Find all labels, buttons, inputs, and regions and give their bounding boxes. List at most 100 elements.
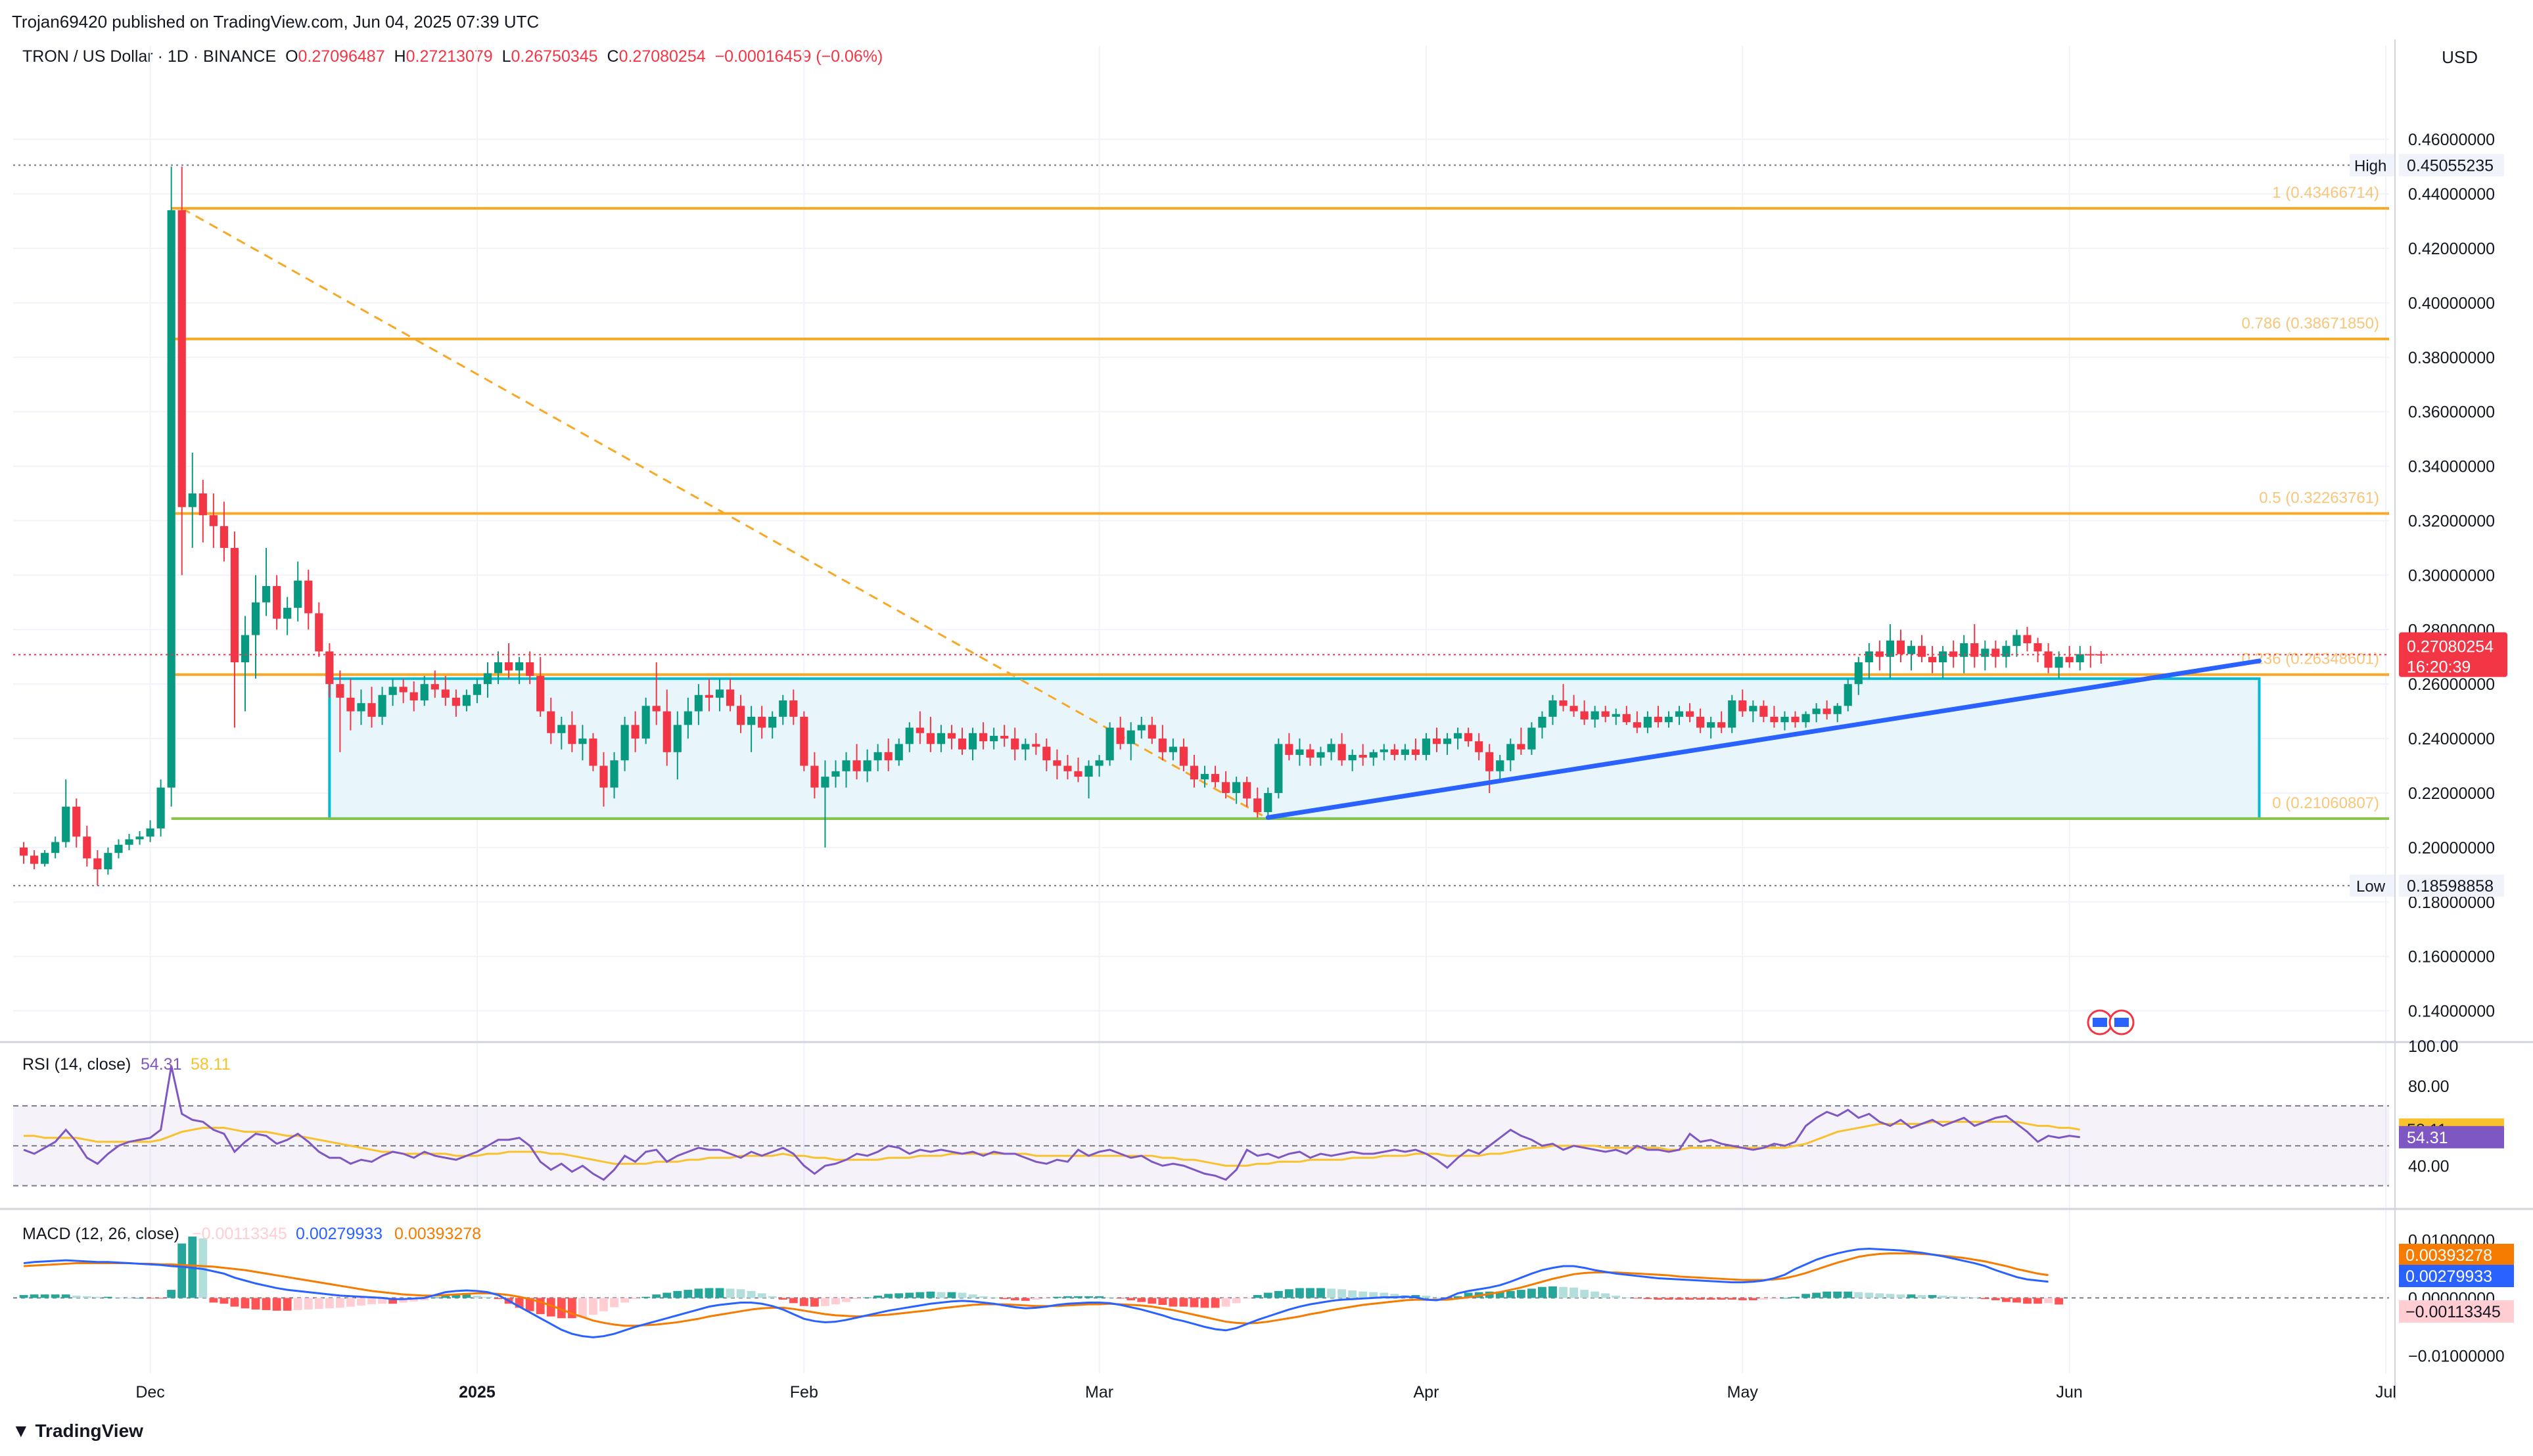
rsi-title: RSI (14, close) — [22, 1055, 131, 1074]
price-axis-tick: 0.16000000 — [2408, 948, 2495, 967]
candle-body — [2002, 646, 2010, 657]
us-flag-field — [2114, 1018, 2129, 1027]
macd-histogram-bar — [1021, 1298, 1030, 1301]
macd-histogram-bar — [958, 1292, 967, 1298]
macd-histogram-bar — [705, 1288, 714, 1298]
macd-histogram-bar — [1148, 1298, 1157, 1304]
candle-body — [336, 684, 344, 698]
candle-body — [220, 526, 228, 548]
candle-body — [1222, 782, 1230, 793]
candle-body — [1011, 739, 1019, 750]
tradingview-logo: ▼ TradingView — [12, 1421, 143, 1441]
macd-histogram-bar — [1548, 1286, 1557, 1298]
candle-body — [135, 836, 144, 840]
macd-histogram-bar — [884, 1294, 893, 1298]
candle-body — [62, 806, 70, 842]
candle-body — [1243, 782, 1251, 799]
macd-histogram-bar — [831, 1298, 840, 1305]
macd-histogram-bar — [1643, 1298, 1652, 1300]
macd-histogram-bar — [2033, 1298, 2042, 1304]
candle-body — [1506, 744, 1515, 761]
candle-body — [1939, 651, 1947, 662]
rsi-ma-legend-value: 58.11 — [191, 1055, 231, 1074]
currency-label[interactable]: USD — [2442, 47, 2478, 67]
macd-histogram-bar — [916, 1292, 925, 1298]
price-axis-tick: 0.40000000 — [2408, 294, 2495, 313]
macd-value-tag — [2399, 1300, 2514, 1323]
candle-body — [536, 675, 545, 712]
macd-histogram-bar — [314, 1298, 323, 1309]
macd-histogram-bar — [262, 1298, 271, 1310]
candle-body — [83, 836, 91, 859]
macd-histogram-bar — [1031, 1298, 1040, 1300]
candle-body — [905, 727, 914, 744]
candle-body — [1369, 752, 1378, 758]
candle-body — [2033, 643, 2042, 652]
brand-name: TradingView — [35, 1421, 143, 1441]
symbol-title: TRON / US Dollar · 1D · BINANCE — [22, 47, 277, 66]
published-note: Trojan69420 published on TradingView.com… — [12, 12, 540, 32]
rsi-axis-tick: 100.00 — [2408, 1037, 2458, 1056]
change-value: −0.00016459 (−0.06%) — [714, 47, 883, 66]
macd-histogram-bar — [1495, 1291, 1504, 1298]
candle-body — [1116, 727, 1125, 744]
macd-histogram-bar — [1538, 1286, 1546, 1298]
time-axis-tick: May — [1727, 1383, 1759, 1401]
rsi-tag-text: 54.31 — [2407, 1129, 2448, 1147]
macd-tag-text: 0.00279933 — [2405, 1267, 2492, 1286]
candle-body — [662, 711, 671, 752]
macd-histogram-bar — [1844, 1291, 1853, 1298]
macd-histogram-bar — [979, 1296, 988, 1298]
candle-body — [1717, 722, 1726, 728]
macd-histogram-bar — [1896, 1294, 1905, 1298]
candle-body — [2076, 654, 2084, 662]
rsi-value-tag — [2399, 1126, 2504, 1149]
candle-body — [916, 727, 924, 733]
candle-body — [831, 771, 840, 777]
range-box — [328, 677, 2261, 820]
candle-body — [399, 687, 407, 693]
macd-histogram-bar — [673, 1290, 682, 1298]
candle-body — [357, 703, 365, 712]
macd-histogram-bar — [873, 1295, 883, 1298]
macd-histogram-bar — [1706, 1298, 1715, 1300]
candle-body — [979, 733, 988, 742]
us-flag-icon — [2087, 1009, 2113, 1035]
macd-histogram-bar — [1063, 1296, 1072, 1298]
fib-level-label: 0.786 (0.38671850) — [2241, 315, 2379, 332]
macd-histogram-bar — [546, 1298, 555, 1317]
candle-body — [30, 855, 39, 864]
macd-histogram-bar — [1833, 1291, 1842, 1298]
high-label: H — [394, 47, 406, 66]
macd-histogram-bar — [652, 1294, 661, 1298]
fib-level-label: 0.5 (0.32263761) — [2259, 489, 2379, 507]
candle-body — [494, 662, 503, 673]
candle-body — [1664, 716, 1673, 723]
macd-histogram-bar — [1137, 1298, 1146, 1302]
candle-body — [673, 725, 682, 752]
candle-body — [610, 760, 618, 788]
macd-histogram-bar — [631, 1298, 640, 1300]
macd-histogram-bar — [1263, 1292, 1272, 1298]
candle-body — [1612, 714, 1620, 717]
macd-histogram-bar — [494, 1298, 503, 1300]
candle-body — [283, 608, 292, 619]
candle-body — [1105, 727, 1114, 761]
macd-histogram-bar — [620, 1298, 629, 1303]
close-label: C — [607, 47, 619, 66]
candle-body — [209, 515, 218, 526]
macd-histogram-bar — [93, 1296, 102, 1298]
macd-histogram-bar — [209, 1298, 218, 1303]
macd-histogram-bar — [1516, 1290, 1525, 1298]
bar-countdown: 16:20:39 — [2407, 658, 2471, 676]
macd-histogram-bar — [72, 1295, 81, 1298]
macd-tag-text: −0.00113345 — [2405, 1303, 2501, 1321]
candle-body — [2055, 656, 2063, 668]
symbol-ohlc-line: TRON / US Dollar · 1D · BINANCE O0.27096… — [22, 47, 883, 66]
candle-body — [694, 694, 703, 712]
candle-body — [1538, 716, 1546, 728]
candle-body — [1812, 708, 1821, 714]
candle-body — [1348, 754, 1357, 761]
time-axis-tick: Jun — [2057, 1383, 2083, 1401]
